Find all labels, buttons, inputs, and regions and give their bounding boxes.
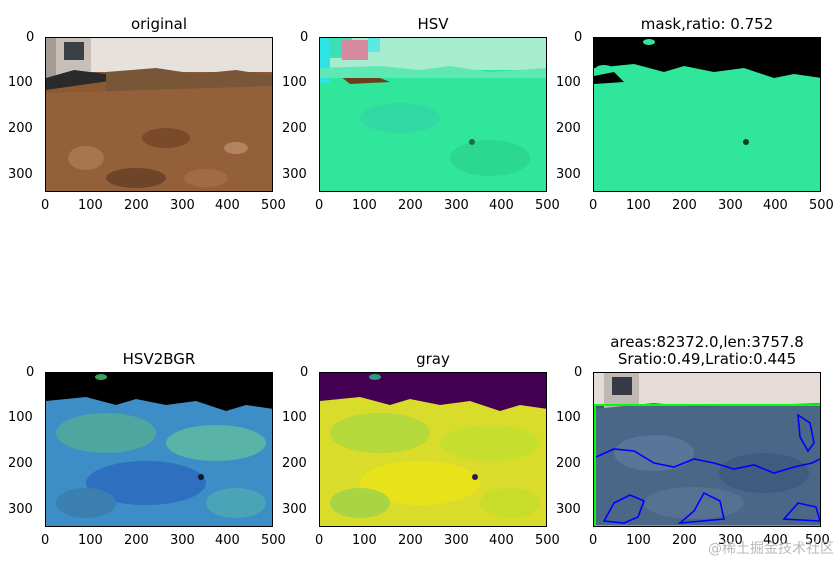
- y-tick: 200: [8, 121, 33, 136]
- x-tick: 500: [809, 198, 834, 213]
- x-tick: 500: [535, 198, 560, 213]
- y-tick: 200: [556, 456, 581, 471]
- x-tick: 0: [315, 533, 324, 548]
- x-tick: 100: [352, 198, 377, 213]
- x-tick: 0: [589, 533, 598, 548]
- y-tick: 100: [556, 410, 581, 425]
- x-tick: 0: [41, 198, 50, 213]
- x-tick: 400: [215, 198, 240, 213]
- x-tick: 100: [626, 198, 651, 213]
- y-tick: 200: [282, 121, 307, 136]
- x-tick: 100: [78, 198, 103, 213]
- y-tick: 0: [26, 30, 35, 45]
- x-tick: 200: [398, 198, 423, 213]
- y-tick: 200: [282, 456, 307, 471]
- original-image: [45, 37, 273, 192]
- y-tick: 300: [8, 502, 33, 517]
- x-tick: 400: [215, 533, 240, 548]
- y-tick: 100: [8, 410, 33, 425]
- y-tick: 100: [556, 75, 581, 90]
- x-tick: 500: [805, 533, 830, 548]
- gray-image: [319, 372, 547, 527]
- x-tick: 500: [535, 533, 560, 548]
- x-tick: 200: [672, 533, 697, 548]
- y-tick: 0: [574, 365, 583, 380]
- x-tick: 200: [398, 533, 423, 548]
- y-tick: 100: [8, 75, 33, 90]
- x-tick: 300: [718, 533, 743, 548]
- panel-title-line1: areas:82372.0,len:3757.8: [610, 333, 804, 351]
- x-tick: 300: [718, 198, 743, 213]
- x-tick: 200: [124, 198, 149, 213]
- x-tick: 500: [261, 198, 286, 213]
- x-tick: 200: [124, 533, 149, 548]
- x-tick: 300: [170, 198, 195, 213]
- watermark: @稀土掘金技术社区: [708, 541, 834, 557]
- x-tick: 0: [41, 533, 50, 548]
- panel-title: mask,ratio: 0.752: [640, 15, 774, 33]
- panel-title: gray: [416, 350, 450, 368]
- x-tick: 300: [444, 198, 469, 213]
- y-tick: 300: [556, 167, 581, 182]
- y-tick: 200: [8, 456, 33, 471]
- y-tick: 0: [300, 30, 309, 45]
- hsv2bgr-image: [45, 372, 273, 527]
- x-tick: 300: [170, 533, 195, 548]
- x-tick: 0: [315, 198, 324, 213]
- x-tick: 400: [489, 198, 514, 213]
- panel-title-line2: Sratio:0.49,Lratio:0.445: [617, 350, 797, 368]
- y-tick: 300: [556, 502, 581, 517]
- hsv-image: [319, 37, 547, 192]
- x-tick: 400: [489, 533, 514, 548]
- x-tick: 100: [352, 533, 377, 548]
- y-tick: 0: [300, 365, 309, 380]
- x-tick: 100: [78, 533, 103, 548]
- contour-image: [593, 372, 821, 527]
- mask-image: [593, 37, 821, 192]
- x-tick: 300: [444, 533, 469, 548]
- y-tick: 100: [282, 75, 307, 90]
- y-tick: 0: [26, 365, 35, 380]
- x-tick: 200: [672, 198, 697, 213]
- y-tick: 300: [8, 167, 33, 182]
- x-tick: 0: [589, 198, 598, 213]
- y-tick: 300: [282, 502, 307, 517]
- y-tick: 300: [282, 167, 307, 182]
- panel-title: HSV2BGR: [122, 350, 196, 368]
- panel-title: original: [130, 15, 188, 33]
- x-tick: 400: [763, 198, 788, 213]
- x-tick: 100: [626, 533, 651, 548]
- panel-title: HSV: [417, 15, 449, 33]
- y-tick: 200: [556, 121, 581, 136]
- x-tick: 400: [763, 533, 788, 548]
- y-tick: 100: [282, 410, 307, 425]
- y-tick: 0: [574, 30, 583, 45]
- x-tick: 500: [261, 533, 286, 548]
